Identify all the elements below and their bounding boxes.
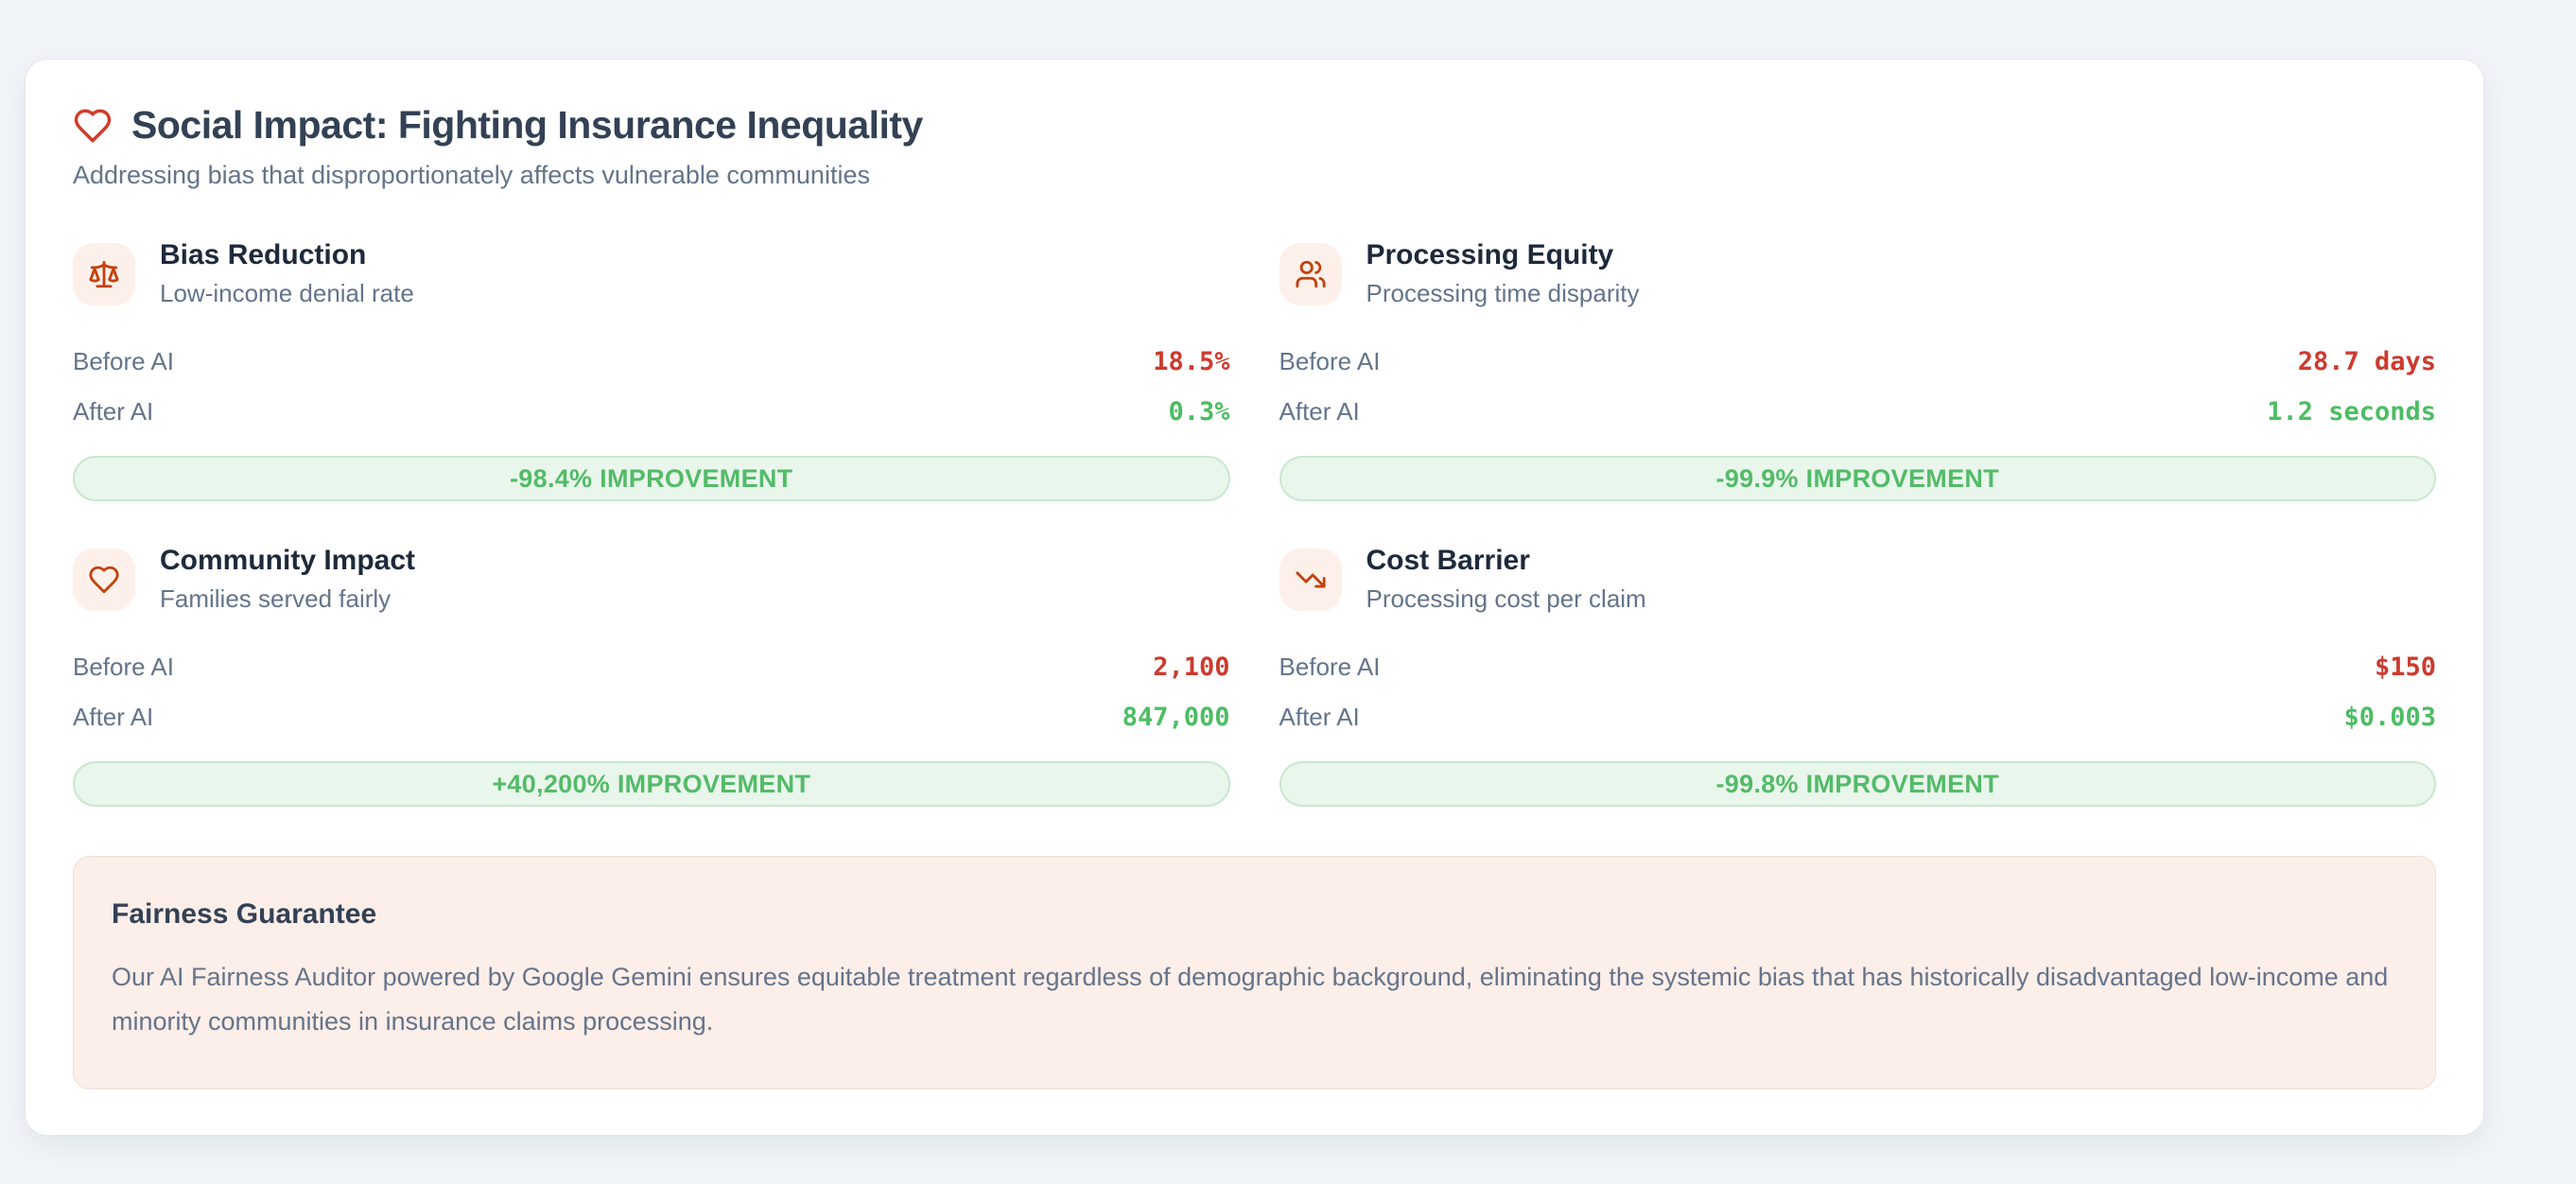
metric-name: Bias Reduction xyxy=(160,239,367,270)
scale-icon xyxy=(73,242,135,305)
heart-icon xyxy=(73,548,135,611)
metric-community-impact: Community Impact Families served fairly … xyxy=(73,545,1230,807)
after-ai-label: After AI xyxy=(1279,703,1360,731)
metric-name: Processing Equity xyxy=(1366,239,1614,270)
before-ai-label: Before AI xyxy=(1279,347,1381,375)
before-ai-value: 2,100 xyxy=(1153,653,1230,682)
after-ai-label: After AI xyxy=(73,703,154,731)
after-ai-value: 1.2 seconds xyxy=(2267,397,2436,427)
after-ai-row: After AI 1.2 seconds xyxy=(1279,387,2437,437)
page-title: Social Impact: Fighting Insurance Inequa… xyxy=(131,103,923,147)
improvement-badge: -99.8% IMPROVEMENT xyxy=(1279,761,2436,807)
after-ai-label: After AI xyxy=(73,397,154,426)
before-ai-row: Before AI 2,100 xyxy=(73,642,1230,692)
before-ai-row: Before AI 18.5% xyxy=(73,337,1230,387)
after-ai-value: $0.003 xyxy=(2343,703,2436,732)
metric-cost-barrier: Cost Barrier Processing cost per claim B… xyxy=(1279,545,2437,807)
metric-description: Families served fairly xyxy=(160,584,392,613)
before-ai-label: Before AI xyxy=(73,347,174,375)
after-ai-row: After AI 0.3% xyxy=(73,387,1230,437)
before-ai-value: 18.5% xyxy=(1153,347,1230,376)
before-ai-label: Before AI xyxy=(73,653,174,681)
before-ai-label: Before AI xyxy=(1279,653,1381,681)
metric-description: Low-income denial rate xyxy=(160,279,414,307)
before-ai-row: Before AI $150 xyxy=(1279,642,2437,692)
fairness-body: Our AI Fairness Auditor powered by Googl… xyxy=(112,963,2389,1036)
metric-description: Processing time disparity xyxy=(1366,279,1640,307)
improvement-badge: -98.4% IMPROVEMENT xyxy=(73,456,1230,501)
after-ai-row: After AI 847,000 xyxy=(73,692,1230,742)
after-ai-row: After AI $0.003 xyxy=(1279,692,2437,742)
after-ai-label: After AI xyxy=(1279,397,1360,426)
after-ai-value: 0.3% xyxy=(1168,397,1230,427)
page-subtitle: Addressing bias that disproportionately … xyxy=(73,161,870,189)
fairness-title: Fairness Guarantee xyxy=(112,898,377,930)
before-ai-row: Before AI 28.7 days xyxy=(1279,337,2437,387)
after-ai-value: 847,000 xyxy=(1122,703,1230,732)
metric-bias-reduction: Bias Reduction Low-income denial rate Be… xyxy=(73,239,1230,501)
metrics-grid: Bias Reduction Low-income denial rate Be… xyxy=(73,239,2436,807)
metric-name: Community Impact xyxy=(160,545,416,576)
metric-description: Processing cost per claim xyxy=(1366,584,1646,613)
trending-down-icon xyxy=(1279,548,1342,611)
metric-name: Cost Barrier xyxy=(1366,545,1530,576)
card-header: Social Impact: Fighting Insurance Inequa… xyxy=(73,103,2436,148)
improvement-badge: -99.9% IMPROVEMENT xyxy=(1279,456,2436,501)
fairness-guarantee-banner: Fairness Guarantee Our AI Fairness Audit… xyxy=(73,856,2436,1089)
heart-icon xyxy=(73,106,113,146)
social-impact-card: Social Impact: Fighting Insurance Inequa… xyxy=(25,59,2484,1136)
before-ai-value: 28.7 days xyxy=(2297,347,2436,376)
improvement-badge: +40,200% IMPROVEMENT xyxy=(73,761,1230,807)
metric-processing-equity: Processing Equity Processing time dispar… xyxy=(1279,239,2437,501)
users-icon xyxy=(1279,242,1342,305)
before-ai-value: $150 xyxy=(2374,653,2436,682)
